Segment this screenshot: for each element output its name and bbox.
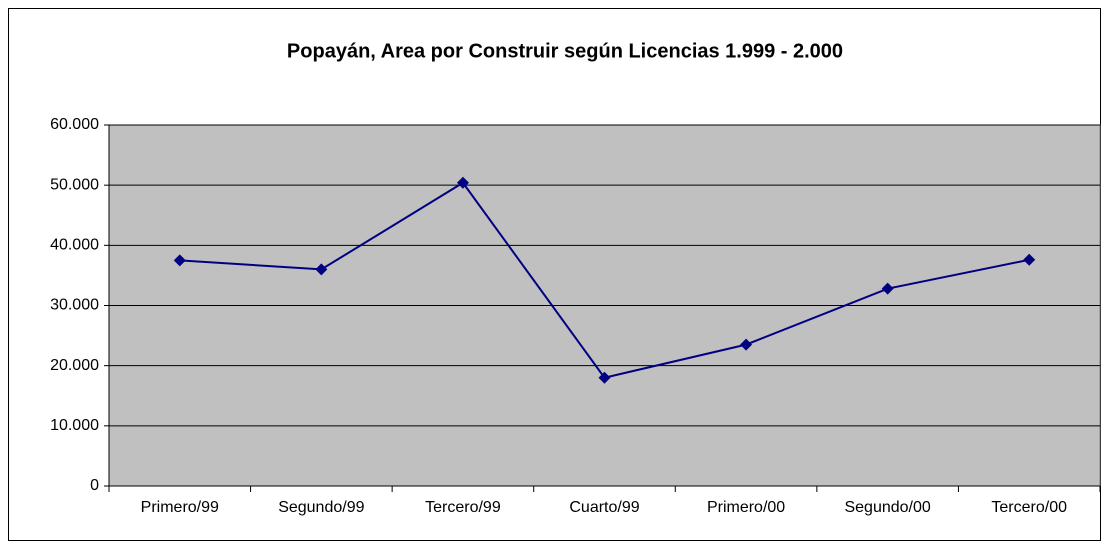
marker xyxy=(173,254,186,267)
marker xyxy=(740,338,753,351)
marker xyxy=(1023,253,1036,266)
x-tick-label: Segundo/00 xyxy=(844,499,930,516)
x-tick-label: Segundo/99 xyxy=(278,499,364,516)
marker xyxy=(456,176,469,189)
x-tick-label: Primero/99 xyxy=(141,499,219,516)
x-tick-label: Cuarto/99 xyxy=(569,499,639,516)
x-tick-label: Tercero/99 xyxy=(425,499,501,516)
y-tick-label: 20.000 xyxy=(50,357,99,374)
y-tick-label: 60.000 xyxy=(50,116,99,133)
y-tick-label: 30.000 xyxy=(50,297,99,314)
marker xyxy=(881,282,894,295)
y-tick-label: 0 xyxy=(90,477,99,494)
y-tick-label: 10.000 xyxy=(50,417,99,434)
marker xyxy=(598,371,611,384)
x-tick-label: Primero/00 xyxy=(707,499,785,516)
y-tick-label: 50.000 xyxy=(50,176,99,193)
chart-title: Popayán, Area por Construir según Licenc… xyxy=(287,40,843,62)
x-tick-label: Tercero/00 xyxy=(991,499,1067,516)
marker xyxy=(315,263,328,276)
y-tick-label: 40.000 xyxy=(50,237,99,254)
